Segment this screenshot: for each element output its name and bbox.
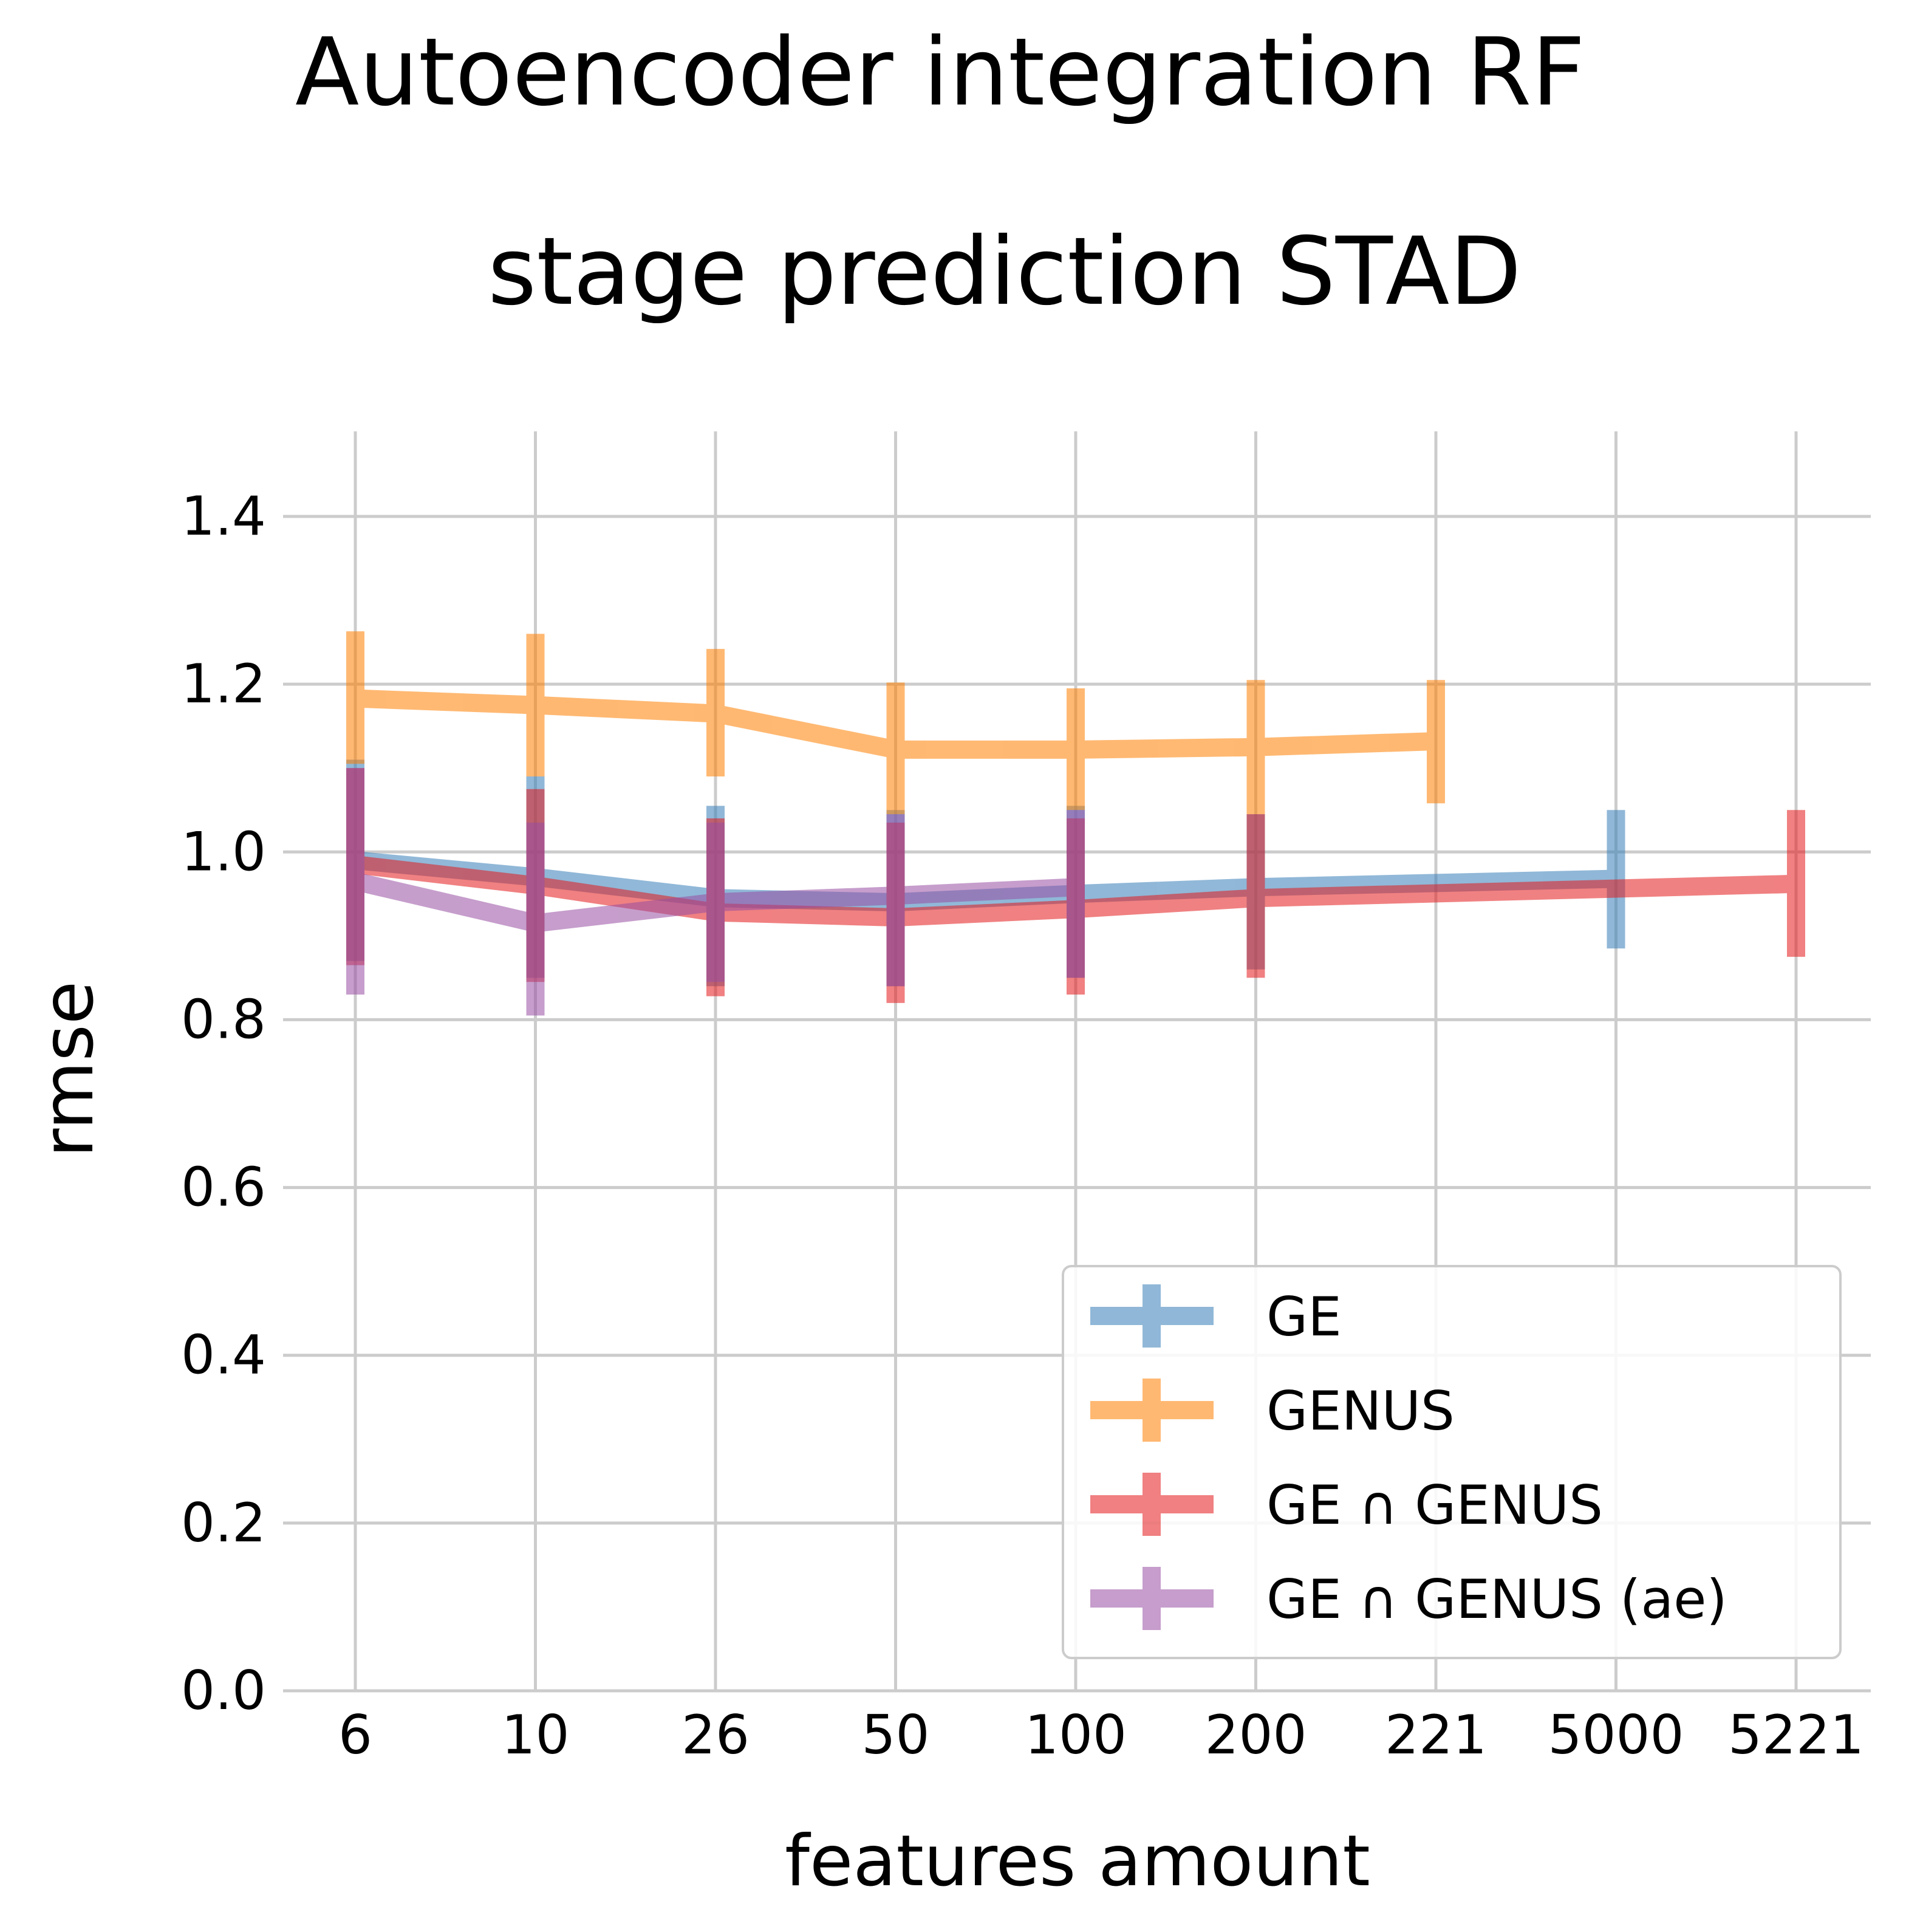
legend-label: GENUS xyxy=(1266,1380,1455,1442)
legend-label: GE ∩ GENUS (ae) xyxy=(1266,1568,1727,1631)
legend-swatch xyxy=(1090,1473,1214,1536)
legend-label: GE ∩ GENUS xyxy=(1266,1474,1603,1536)
chart-title-line-2: stage prediction STAD xyxy=(488,218,1522,326)
series-layer xyxy=(346,631,1805,1016)
y-tick-label: 0.0 xyxy=(181,1659,266,1722)
legend-swatch xyxy=(1090,1379,1214,1442)
series-1 xyxy=(346,631,1445,815)
legend-label: GE xyxy=(1266,1286,1342,1348)
x-tick-label: 5000 xyxy=(1548,1704,1684,1766)
x-tick-label: 200 xyxy=(1205,1704,1307,1766)
x-tick-label: 100 xyxy=(1025,1704,1127,1766)
y-tick-label: 0.8 xyxy=(181,988,266,1050)
legend-item: GE xyxy=(1090,1284,1342,1348)
x-axis-label: features amount xyxy=(785,1820,1370,1902)
y-axis-label: rmse xyxy=(27,981,109,1157)
y-tick-label: 1.2 xyxy=(181,653,266,715)
tick-labels: 0.0 0.2 0.4 0.6 0.8 1.0 1.2 1.4 6 10 26 50 100 200 221… xyxy=(181,485,1864,1766)
legend: GE GENUS GE ∩ GENUS GE ∩ GENUS (ae) xyxy=(1062,1265,1842,1659)
x-tick-label: 10 xyxy=(502,1704,570,1766)
chart-title-line-1: Autoencoder integration RF xyxy=(295,18,1586,127)
x-tick-label: 50 xyxy=(862,1704,930,1766)
y-tick-label: 0.4 xyxy=(181,1324,266,1386)
y-tick-label: 1.0 xyxy=(181,820,266,883)
x-tick-label: 5221 xyxy=(1728,1704,1864,1766)
x-tick-label: 221 xyxy=(1385,1704,1487,1766)
legend-item: GE ∩ GENUS (ae) xyxy=(1090,1567,1727,1631)
y-tick-label: 0.6 xyxy=(181,1156,266,1219)
y-tick-label: 1.4 xyxy=(181,485,266,547)
y-tick-label: 0.2 xyxy=(181,1492,266,1554)
x-tick-label: 26 xyxy=(681,1704,750,1766)
legend-swatch xyxy=(1090,1284,1214,1348)
legend-item: GENUS xyxy=(1090,1379,1455,1442)
x-tick-label: 6 xyxy=(338,1704,372,1766)
legend-box xyxy=(1062,1265,1842,1659)
legend-item: GE ∩ GENUS xyxy=(1090,1473,1603,1536)
series-3 xyxy=(346,768,1085,1016)
legend-swatch xyxy=(1090,1567,1214,1630)
